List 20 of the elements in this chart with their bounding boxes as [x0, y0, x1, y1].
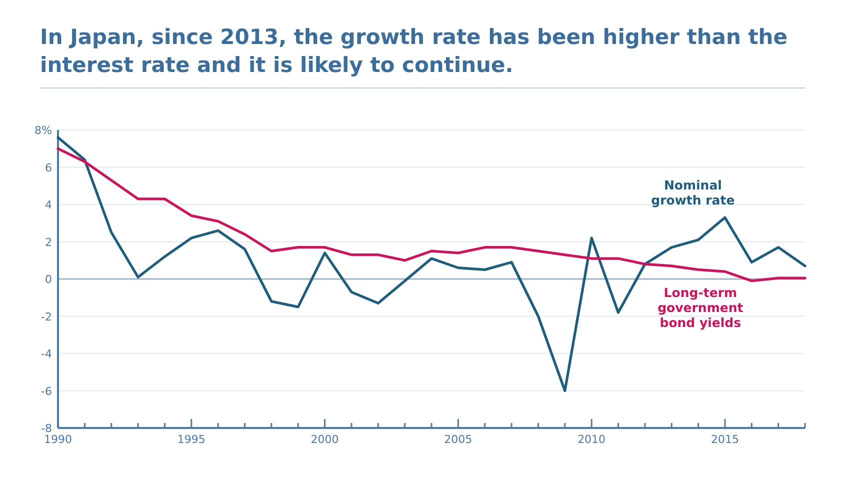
x-tick-label: 1990	[44, 433, 72, 446]
line-series	[56, 147, 806, 282]
series-label: Nominal growth rate	[651, 178, 735, 208]
x-tick-label: 2005	[444, 433, 472, 446]
y-tick-label: -6	[41, 384, 52, 398]
x-tick-label: 1995	[177, 433, 206, 446]
line-series	[56, 136, 806, 392]
y-tick-label: 6	[45, 161, 52, 174]
y-tick-label: 8%	[34, 124, 52, 137]
x-tick-label: 2015	[710, 433, 739, 446]
y-tick-label: -8	[41, 422, 52, 435]
series-label: Long-term government bond yields	[658, 284, 744, 330]
y-tick-label: 4	[45, 198, 52, 212]
y-tick-label: -4	[41, 348, 52, 360]
y-tick-label: -2	[41, 310, 52, 324]
y-tick-label: 2	[45, 236, 52, 249]
y-tick-label: 0	[45, 273, 52, 286]
chart-title: In Japan, since 2013, the growth rate has been higher than the interest rate and it is likely to continue.	[40, 25, 788, 77]
x-tick-label: 2010	[578, 433, 606, 446]
x-tick-label: 2000	[310, 433, 339, 446]
